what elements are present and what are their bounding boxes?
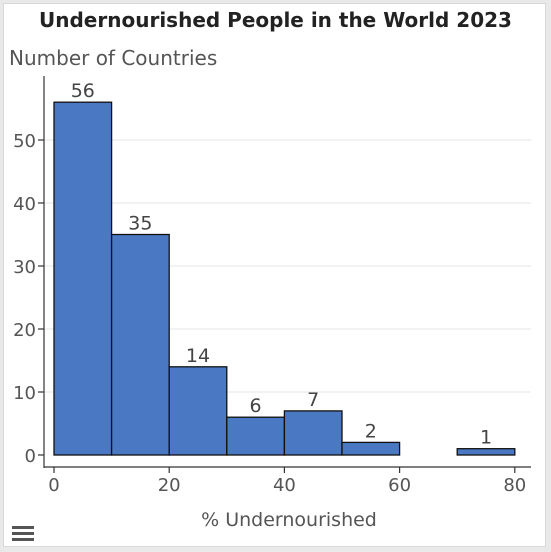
bar-value-label: 56 xyxy=(71,80,95,102)
y-tick-label: 20 xyxy=(13,320,36,341)
bar-value-label: 6 xyxy=(250,395,262,417)
histogram-bar xyxy=(283,410,343,456)
histogram-bar xyxy=(226,416,286,456)
y-tick-label: 10 xyxy=(13,383,36,404)
histogram-bar xyxy=(110,233,170,456)
histogram-bar xyxy=(53,101,113,456)
chart-title: Undernourished People in the World 2023 xyxy=(39,8,512,32)
bar-value-label: 14 xyxy=(186,345,210,367)
x-tick-label: 80 xyxy=(503,475,526,496)
bar-value-label: 35 xyxy=(128,213,152,235)
y-axis-label: Number of Countries xyxy=(9,46,218,70)
bar-value-label: 1 xyxy=(480,427,492,449)
x-axis-label: % Undernourished xyxy=(201,509,377,531)
y-tick-label: 30 xyxy=(13,257,36,278)
x-tick-label: 40 xyxy=(273,475,296,496)
bar-value-label: 2 xyxy=(365,420,377,442)
y-tick-label: 40 xyxy=(13,194,36,215)
y-tick-label: 0 xyxy=(25,446,36,467)
histogram-bar xyxy=(341,441,401,456)
hamburger-menu-icon[interactable] xyxy=(12,526,34,542)
histogram-bar xyxy=(168,366,228,456)
x-tick-label: 60 xyxy=(388,475,411,496)
x-tick-label: 0 xyxy=(48,475,59,496)
x-tick-label: 20 xyxy=(158,475,181,496)
histogram-bar xyxy=(456,448,516,456)
y-tick-label: 50 xyxy=(13,131,36,152)
bar-value-label: 7 xyxy=(307,389,319,411)
